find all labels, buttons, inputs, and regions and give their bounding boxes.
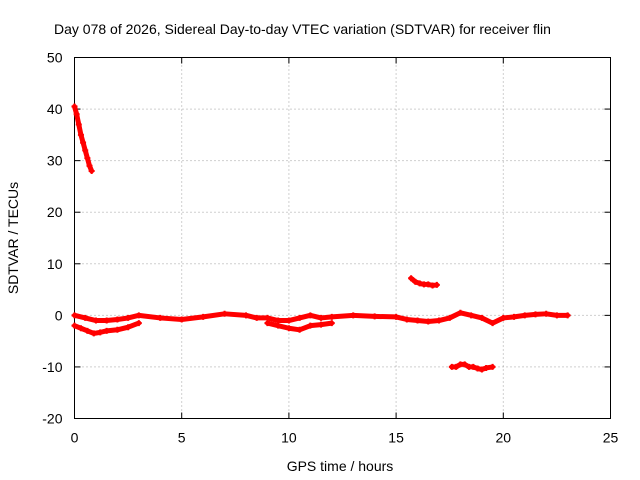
y-tick-label: 10 bbox=[47, 256, 63, 272]
data-trail bbox=[136, 312, 163, 321]
series-short-arc-negative bbox=[448, 361, 496, 373]
data-point bbox=[433, 281, 440, 288]
data-trail bbox=[222, 311, 249, 318]
y-axis-label: SDTVAR / TECUs bbox=[5, 182, 21, 294]
y-tick-label: 40 bbox=[47, 101, 63, 117]
data-trail bbox=[200, 311, 228, 320]
series-mid-lower-branch bbox=[264, 320, 335, 333]
y-tick-label: 20 bbox=[47, 204, 63, 220]
data-trail bbox=[179, 314, 206, 322]
data-trail bbox=[372, 313, 399, 320]
data-point bbox=[328, 320, 335, 327]
data-point bbox=[135, 320, 142, 327]
data-trail bbox=[157, 315, 185, 322]
y-tick-label: -20 bbox=[42, 411, 62, 427]
x-tick-label: 20 bbox=[496, 430, 512, 446]
ticks-layer: 0 5 10 15 20 25 -20 -10 0 10 20 30 40 50 bbox=[42, 50, 618, 446]
series-early-lower-branch bbox=[71, 320, 142, 337]
x-axis-label: GPS time / hours bbox=[287, 458, 394, 474]
y-tick-label: 30 bbox=[47, 153, 63, 169]
data-trail bbox=[329, 312, 356, 320]
y-tick-label: 50 bbox=[47, 50, 63, 66]
chart-title: Day 078 of 2026, Sidereal Day-to-day VTE… bbox=[54, 21, 551, 37]
y-tick-label: -10 bbox=[42, 359, 62, 375]
data-point bbox=[489, 363, 496, 370]
plot-frame bbox=[74, 57, 611, 419]
x-tick-label: 0 bbox=[71, 430, 79, 446]
x-tick-label: 25 bbox=[603, 430, 619, 446]
data-trail bbox=[350, 312, 378, 319]
y-tick-label: 0 bbox=[55, 307, 63, 323]
data-point bbox=[564, 312, 571, 319]
series-early-high-decline bbox=[71, 103, 95, 174]
points-layer bbox=[71, 103, 571, 373]
grid-layer bbox=[74, 57, 611, 419]
x-tick-label: 15 bbox=[388, 430, 404, 446]
series-main-track bbox=[71, 309, 571, 327]
data-point bbox=[88, 167, 95, 174]
x-tick-label: 5 bbox=[178, 430, 186, 446]
x-tick-label: 10 bbox=[281, 430, 297, 446]
series-short-arc-positive bbox=[408, 275, 440, 289]
